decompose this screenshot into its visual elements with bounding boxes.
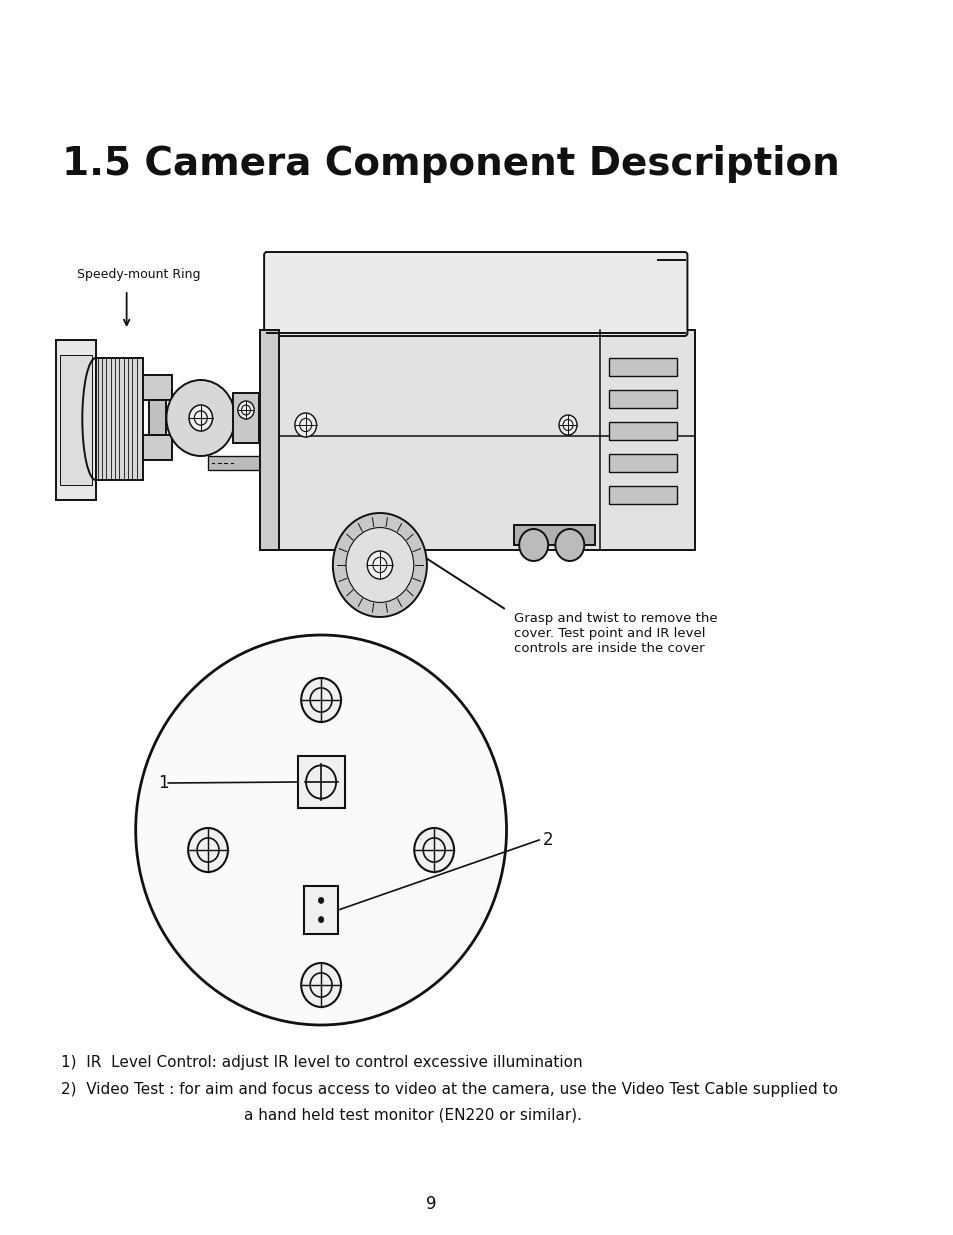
FancyBboxPatch shape (304, 885, 338, 934)
Text: Speedy-mount Ring: Speedy-mount Ring (443, 268, 566, 282)
FancyBboxPatch shape (260, 330, 694, 550)
Circle shape (188, 827, 228, 872)
Text: 2: 2 (542, 831, 553, 848)
Text: 9: 9 (426, 1195, 436, 1213)
FancyBboxPatch shape (208, 456, 262, 471)
FancyBboxPatch shape (608, 422, 676, 440)
FancyBboxPatch shape (56, 340, 96, 500)
FancyBboxPatch shape (60, 354, 92, 485)
Circle shape (237, 401, 253, 419)
Text: 1)  IR  Level Control: adjust IR level to control excessive illumination: 1) IR Level Control: adjust IR level to … (61, 1055, 581, 1070)
Circle shape (301, 963, 340, 1007)
FancyBboxPatch shape (608, 487, 676, 504)
FancyBboxPatch shape (608, 390, 676, 408)
FancyBboxPatch shape (264, 252, 687, 336)
Text: 2)  Video Test : for aim and focus access to video at the camera, use the Video : 2) Video Test : for aim and focus access… (61, 1082, 837, 1097)
FancyBboxPatch shape (96, 358, 143, 480)
Circle shape (414, 827, 454, 872)
Circle shape (318, 916, 323, 923)
Text: 1: 1 (158, 774, 169, 792)
Circle shape (367, 551, 392, 579)
Text: Speedy-mount Ring: Speedy-mount Ring (77, 268, 200, 282)
Circle shape (166, 380, 235, 456)
Circle shape (333, 513, 427, 618)
FancyBboxPatch shape (297, 756, 344, 808)
Circle shape (301, 678, 340, 722)
FancyBboxPatch shape (260, 330, 278, 550)
Text: a hand held test monitor (EN220 or similar).: a hand held test monitor (EN220 or simil… (244, 1108, 581, 1123)
Circle shape (555, 529, 583, 561)
FancyBboxPatch shape (149, 400, 166, 435)
Ellipse shape (135, 635, 506, 1025)
FancyBboxPatch shape (143, 375, 172, 400)
Text: 1.5 Camera Component Description: 1.5 Camera Component Description (61, 144, 839, 183)
Circle shape (346, 527, 414, 603)
Circle shape (318, 898, 323, 903)
FancyBboxPatch shape (514, 525, 595, 545)
FancyBboxPatch shape (233, 393, 258, 443)
Text: Grasp and twist to remove the
cover. Test point and IR level
controls are inside: Grasp and twist to remove the cover. Tes… (514, 613, 717, 655)
Circle shape (558, 415, 577, 435)
FancyBboxPatch shape (608, 454, 676, 472)
FancyBboxPatch shape (608, 358, 676, 375)
Circle shape (518, 529, 548, 561)
Circle shape (294, 412, 316, 437)
FancyBboxPatch shape (143, 435, 172, 459)
Circle shape (189, 405, 213, 431)
